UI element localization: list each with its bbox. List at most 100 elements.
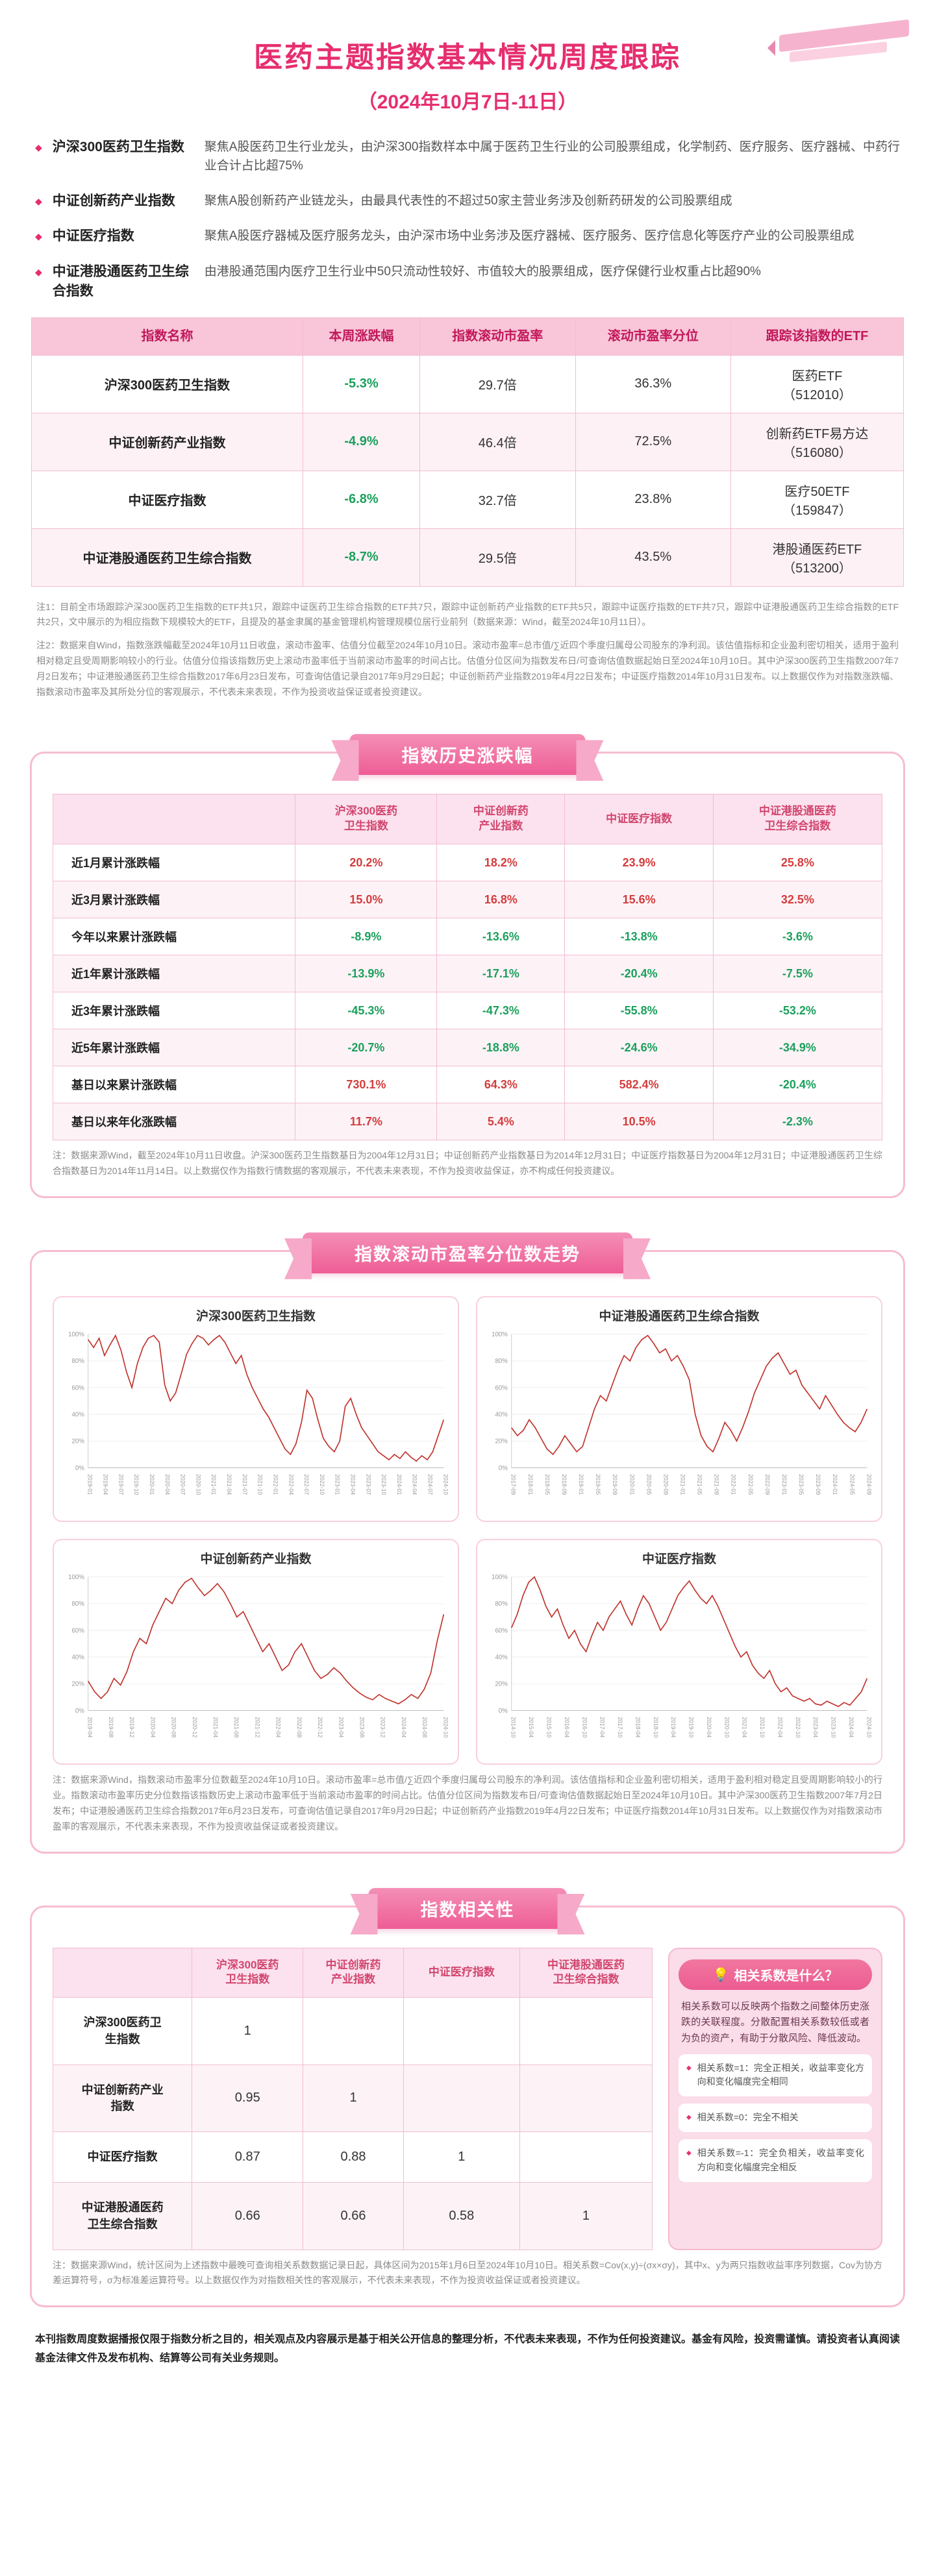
- svg-text:2019-04: 2019-04: [103, 1474, 109, 1495]
- table-cell: -18.8%: [436, 1029, 566, 1067]
- svg-text:2020-05: 2020-05: [645, 1474, 652, 1495]
- column-header: 中证港股通医药 卫生综合指数: [712, 794, 883, 845]
- row-label: 中证创新药产业指数: [31, 412, 304, 471]
- notes: 注1：目前全市场跟踪沪深300医药卫生指数的ETF共1只，跟踪中证医药卫生综合指…: [36, 600, 899, 700]
- chart-series-line: [511, 1334, 868, 1456]
- table-row: 近5年累计涨跌幅 -20.7% -18.8% -24.6% -34.9%: [52, 1029, 883, 1067]
- index-name: 中证港股通医药卫生综合指数: [52, 264, 189, 299]
- chart-box: 中证创新药产业指数 0% 20% 40% 60% 80% 100% 2019-04 2019-…: [53, 1539, 459, 1765]
- table-cell: 11.7%: [295, 1103, 438, 1141]
- svg-text:2019-12: 2019-12: [129, 1717, 135, 1737]
- table-row: 中证创新药产业 指数 0.95 1: [52, 2064, 653, 2133]
- svg-text:2022-04: 2022-04: [275, 1717, 282, 1737]
- table-cell: 1: [192, 1997, 304, 2065]
- column-header: 沪深300医药 卫生指数: [295, 794, 438, 845]
- svg-text:2022-07: 2022-07: [303, 1474, 310, 1495]
- diamond-bullet-icon: ◆: [686, 2150, 692, 2157]
- chart-title: 中证医疗指数: [642, 1552, 716, 1567]
- pe-charts-grid: 沪深300医药卫生指数 0% 20% 40% 60% 80% 100% 2019-01 201…: [53, 1295, 882, 1765]
- table-cell: 16.8%: [436, 881, 566, 919]
- column-header: 中证医疗指数: [564, 794, 714, 845]
- index-name: 沪深300医药卫生指数: [52, 140, 184, 154]
- table-cell: 1: [303, 2064, 404, 2133]
- table-cell: [519, 2131, 653, 2183]
- svg-text:20%: 20%: [495, 1681, 508, 1688]
- svg-text:2020-10: 2020-10: [195, 1474, 201, 1495]
- svg-text:2024-10: 2024-10: [866, 1717, 872, 1737]
- svg-text:2020-04: 2020-04: [164, 1474, 171, 1495]
- svg-text:2021-07: 2021-07: [242, 1474, 248, 1495]
- table-cell: [519, 1997, 653, 2065]
- svg-text:2017-09: 2017-09: [510, 1474, 517, 1495]
- svg-text:2021-08: 2021-08: [233, 1717, 240, 1737]
- row-label: 沪深300医药卫生指数: [31, 354, 304, 413]
- table-cell: -8.9%: [295, 918, 438, 956]
- table-cell: [303, 1997, 404, 2065]
- table-row: 基日以来年化涨跌幅 11.7% 5.4% 10.5% -2.3%: [52, 1103, 883, 1141]
- index-descriptions: ◆ 沪深300医药卫生指数 聚焦A股医药卫生行业龙头，由沪深300指数样本中属于…: [35, 138, 900, 302]
- index-name: 中证医疗指数: [52, 228, 134, 244]
- chart-title: 中证港股通医药卫生综合指数: [599, 1309, 760, 1323]
- index-description: 聚焦A股创新药产业链龙头，由最具代表性的不超过50家主营业务涉及创新药研发的公司…: [204, 193, 732, 208]
- svg-text:2022-10: 2022-10: [795, 1717, 801, 1737]
- svg-text:2023-07: 2023-07: [365, 1474, 371, 1495]
- explainer-bullet: ◆ 相关系数=0：完全不相关: [679, 2104, 872, 2133]
- svg-text:2024-04: 2024-04: [848, 1717, 854, 1737]
- page-title: 医药主题指数基本情况周度跟踪: [254, 42, 681, 73]
- pe-charts-note: 注：数据来源Wind，指数滚动市盈率分位数截至2024年10月10日。滚动市盈率…: [53, 1774, 882, 1832]
- table-cell: 0.66: [303, 2182, 404, 2250]
- svg-text:2019-04: 2019-04: [670, 1717, 677, 1737]
- row-label: 今年以来累计涨跌幅: [52, 918, 296, 956]
- table-cell: 32.7倍: [419, 470, 576, 529]
- correlation-explainer: 💡 相关系数是什么？ 相关系数可以反映两个指数之间整体历史涨跌的关联程度。分散配…: [668, 1947, 882, 2250]
- svg-text:2023-10: 2023-10: [380, 1474, 387, 1495]
- table-cell: -55.8%: [564, 992, 714, 1030]
- table-row: 中证港股通医药 卫生综合指数 0.66 0.66 0.58 1: [52, 2182, 653, 2250]
- table-cell: 582.4%: [564, 1066, 714, 1104]
- table-cell: -45.3%: [295, 992, 438, 1030]
- svg-text:2019-05: 2019-05: [595, 1474, 601, 1495]
- table-cell: -4.9%: [303, 412, 421, 471]
- pe-percentile-chart: 0% 20% 40% 60% 80% 100% 2014-10 2015-04 2015-10 2…: [484, 1569, 875, 1760]
- svg-text:2023-08: 2023-08: [358, 1717, 365, 1737]
- svg-text:2015-10: 2015-10: [545, 1717, 552, 1737]
- section-banner-pe: 指数滚动市盈率分位数走势: [303, 1232, 632, 1273]
- index-description-item: ◆ 中证港股通医药卫生综合指数 由港股通范围内医疗卫生行业中50只流动性较好、市…: [35, 262, 900, 302]
- row-label: 基日以来年化涨跌幅: [52, 1103, 296, 1141]
- table-cell: 5.4%: [436, 1103, 566, 1141]
- svg-text:2018-09: 2018-09: [561, 1474, 567, 1495]
- index-description-item: ◆ 中证医疗指数 聚焦A股医疗器械及医疗服务龙头，由沪深市场中业务涉及医疗器械、…: [35, 227, 900, 246]
- column-header: 中证创新药 产业指数: [436, 794, 566, 845]
- diamond-bullet-icon: ◆: [35, 231, 42, 242]
- column-header: 中证创新药 产业指数: [303, 1947, 404, 1998]
- svg-text:2020-01: 2020-01: [629, 1474, 635, 1495]
- svg-text:2020-01: 2020-01: [149, 1474, 155, 1495]
- svg-text:2021-12: 2021-12: [254, 1717, 260, 1737]
- column-header: 跟踪该指数的ETF: [730, 317, 904, 356]
- table-cell: 730.1%: [295, 1066, 438, 1104]
- svg-text:2018-01: 2018-01: [527, 1474, 534, 1495]
- pe-percentile-section: 指数滚动市盈率分位数走势 沪深300医药卫生指数 0% 20% 40% 60% 80% 1…: [30, 1232, 905, 1854]
- pe-percentile-line-chart: 0% 20% 40% 60% 80% 100% 2019-04 2019-08 2019-12 2…: [68, 1574, 449, 1737]
- table-cell: -20.7%: [295, 1029, 438, 1067]
- svg-text:2024-07: 2024-07: [427, 1474, 434, 1495]
- explainer-bullet-text: 相关系数=0：完全不相关: [697, 2112, 799, 2123]
- chart-title: 沪深300医药卫生指数: [196, 1309, 316, 1323]
- svg-text:2022-12: 2022-12: [317, 1717, 323, 1737]
- column-header: 中证港股通医药 卫生综合指数: [519, 1947, 653, 1998]
- pe-percentile-line-chart: 0% 20% 40% 60% 80% 100% 2014-10 2015-04 2015-10 2…: [492, 1574, 872, 1737]
- svg-text:2018-04: 2018-04: [634, 1717, 641, 1737]
- table-cell: 25.8%: [712, 844, 883, 882]
- table-cell: -8.7%: [303, 528, 421, 587]
- svg-text:2023-04: 2023-04: [338, 1717, 344, 1737]
- svg-text:2019-01: 2019-01: [578, 1474, 584, 1495]
- column-header: 指数名称: [31, 317, 304, 356]
- svg-text:2020-12: 2020-12: [192, 1717, 198, 1737]
- row-label: 近1年累计涨跌幅: [52, 955, 296, 993]
- table-cell: 创新药ETF易方达 （516080）: [730, 412, 904, 471]
- explainer-header: 💡 相关系数是什么？: [679, 1959, 872, 1990]
- row-label: 中证医疗指数: [31, 470, 304, 529]
- svg-text:2022-10: 2022-10: [319, 1474, 325, 1495]
- svg-text:2023-12: 2023-12: [380, 1717, 386, 1737]
- row-label: 中证港股通医药卫生综合指数: [31, 528, 304, 587]
